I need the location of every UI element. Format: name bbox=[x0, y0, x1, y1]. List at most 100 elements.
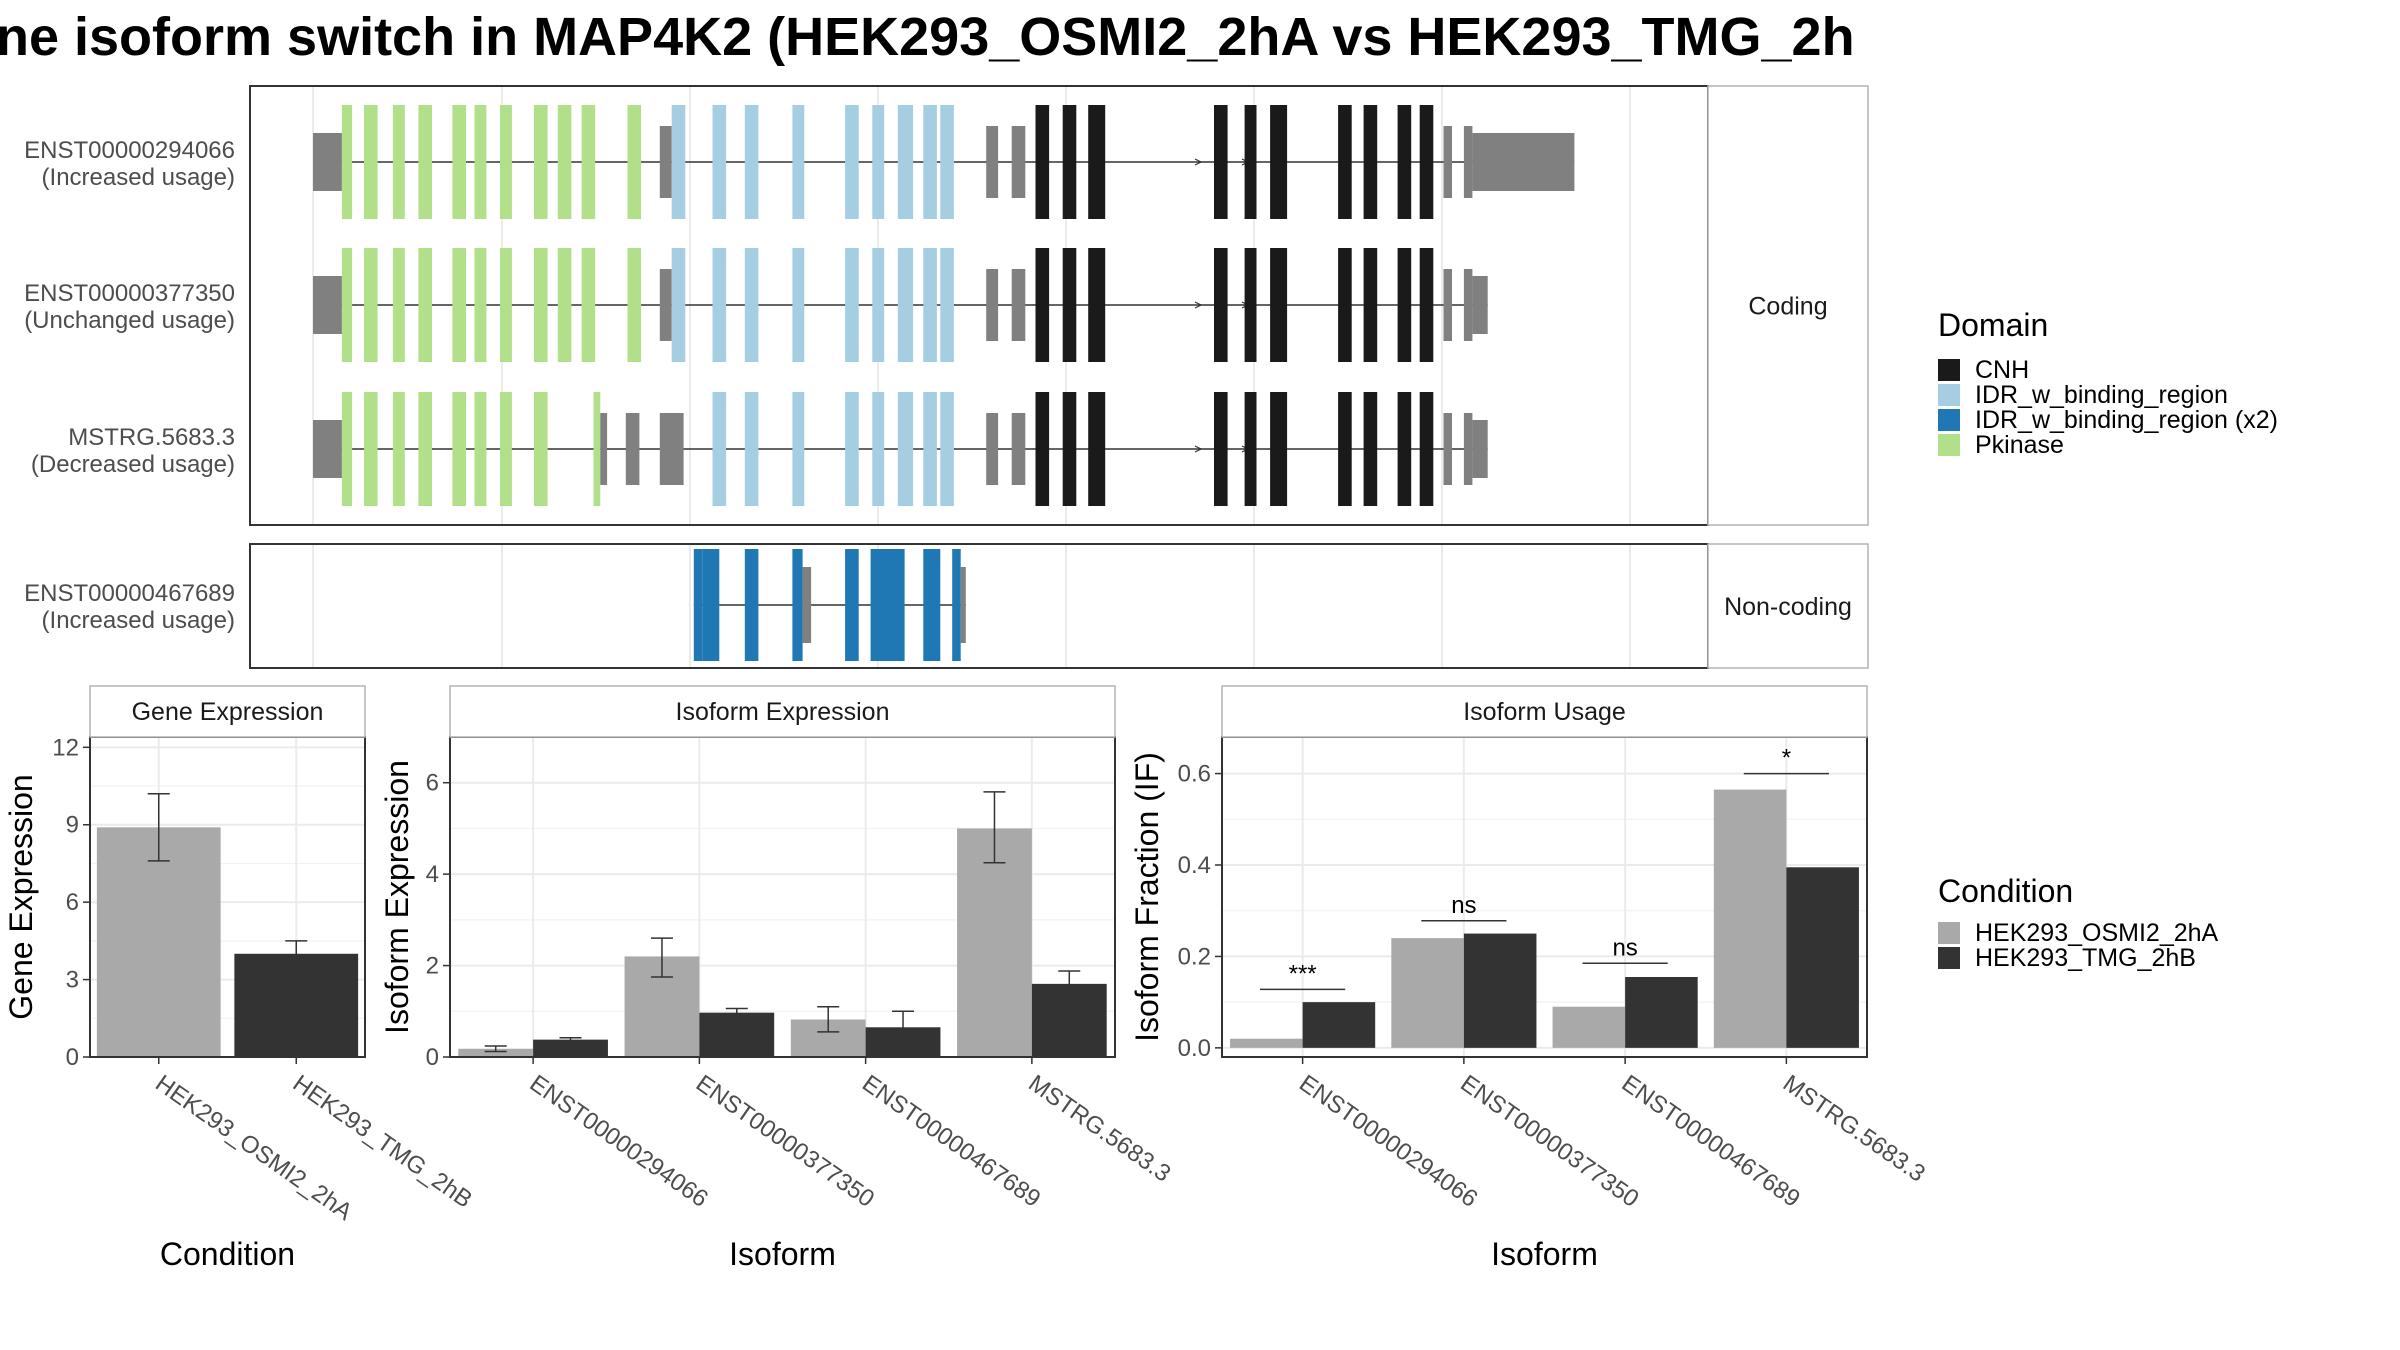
exon-pkinase bbox=[341, 392, 353, 506]
exon-idr-w-binding-region bbox=[671, 105, 686, 219]
figure-title: ne isoform switch in MAP4K2 (HEK293_OSMI… bbox=[0, 7, 1855, 67]
exon-utr bbox=[625, 413, 640, 485]
exon-idr-w-binding-region bbox=[712, 248, 727, 362]
exon-utr bbox=[1443, 126, 1452, 198]
exon-cnh bbox=[1244, 105, 1257, 219]
y-tick-label: 0.6 bbox=[1178, 761, 1211, 788]
facet-strip bbox=[449, 685, 1116, 738]
facet-strip bbox=[1707, 85, 1869, 526]
x-tick-label: ENST00000377350 bbox=[1455, 1070, 1643, 1213]
exon-cnh bbox=[1270, 248, 1288, 362]
exon-pkinase bbox=[627, 248, 642, 362]
exon-cnh bbox=[1397, 392, 1412, 506]
y-tick-label: 0.0 bbox=[1178, 1035, 1211, 1062]
exon-idr-w-binding-region-x2- bbox=[693, 549, 703, 661]
facet-strip bbox=[1707, 543, 1869, 669]
exon-utr bbox=[313, 133, 342, 191]
exon-pkinase bbox=[392, 392, 405, 506]
exon-utr bbox=[1472, 276, 1488, 334]
exon-cnh bbox=[1419, 105, 1434, 219]
legend-key-label: IDR_w_binding_region (x2) bbox=[1975, 406, 2278, 434]
transcript-id-label: ENST00000467689 bbox=[24, 580, 235, 607]
significance-label: *** bbox=[1289, 960, 1317, 987]
bar bbox=[1713, 789, 1787, 1048]
exon-pkinase bbox=[627, 105, 642, 219]
exon-pkinase bbox=[534, 105, 548, 219]
exon-cnh bbox=[1363, 248, 1378, 362]
exon-cnh bbox=[1338, 105, 1352, 219]
isoform-expression-chart: 0 2 4 6 ENST00000294066ENST00000377350ENST00… bbox=[379, 685, 1176, 1272]
y-tick-label: 0.2 bbox=[1178, 943, 1211, 970]
transcript-id-label: MSTRG.5683.3 bbox=[68, 424, 235, 451]
exon-idr-w-binding-region bbox=[940, 248, 954, 362]
exon-cnh bbox=[1338, 392, 1352, 506]
transcript-usage-note: (Unchanged usage) bbox=[24, 307, 235, 334]
exon-pkinase bbox=[418, 392, 432, 506]
legend-key-swatch bbox=[1938, 434, 1960, 456]
y-axis-title: Isoform Expression bbox=[379, 760, 415, 1034]
exon-cnh bbox=[1397, 105, 1412, 219]
exon-utr bbox=[1011, 126, 1026, 198]
x-tick-label: ENST00000467689 bbox=[1617, 1070, 1805, 1213]
exon-idr-w-binding-region bbox=[897, 392, 914, 506]
bar bbox=[1552, 1006, 1626, 1048]
significance-label: * bbox=[1782, 745, 1791, 772]
exon-utr bbox=[313, 420, 342, 478]
x-axis-title: Isoform bbox=[729, 1236, 836, 1272]
exon-utr bbox=[986, 269, 999, 341]
exon-pkinase bbox=[341, 248, 353, 362]
exon-cnh bbox=[1244, 392, 1257, 506]
legend-key-swatch bbox=[1938, 922, 1960, 944]
exon-idr-w-binding-region-x2- bbox=[952, 549, 961, 661]
exon-utr bbox=[802, 567, 812, 643]
exon-pkinase bbox=[474, 392, 487, 506]
exon-idr-w-binding-region bbox=[872, 105, 885, 219]
transcript-usage-note: (Decreased usage) bbox=[31, 451, 235, 478]
bar bbox=[1302, 1002, 1376, 1048]
y-tick-label: 0.4 bbox=[1178, 852, 1211, 879]
exon-idr-w-binding-region-x2- bbox=[702, 549, 720, 661]
domain-legend-title: Domain bbox=[1938, 307, 2048, 343]
chart-title: Isoform Expression bbox=[676, 698, 890, 726]
exon-cnh bbox=[1035, 392, 1050, 506]
exon-idr-w-binding-region bbox=[845, 392, 859, 506]
exon-idr-w-binding-region bbox=[923, 105, 937, 219]
exon-cnh bbox=[1270, 392, 1288, 506]
exon-idr-w-binding-region bbox=[940, 105, 954, 219]
exon-pkinase bbox=[474, 248, 487, 362]
bar bbox=[533, 1039, 608, 1057]
exon-cnh bbox=[1363, 105, 1378, 219]
exon-utr bbox=[659, 413, 684, 485]
facet-strip-label: Non-coding bbox=[1724, 593, 1852, 621]
exon-idr-w-binding-region-x2- bbox=[923, 549, 941, 661]
exon-cnh bbox=[1035, 248, 1050, 362]
bar bbox=[1463, 933, 1537, 1048]
x-tick-label: ENST00000467689 bbox=[857, 1070, 1045, 1213]
exon-pkinase bbox=[418, 105, 432, 219]
exon-utr bbox=[1472, 133, 1575, 191]
legend-key-swatch bbox=[1938, 384, 1960, 406]
exon-pkinase bbox=[557, 105, 572, 219]
exon-cnh bbox=[1062, 105, 1077, 219]
legend-key-label: CNH bbox=[1975, 356, 2029, 384]
x-tick-label: ENST00000377350 bbox=[691, 1070, 879, 1213]
exon-cnh bbox=[1363, 392, 1378, 506]
legend-key-label: IDR_w_binding_region bbox=[1975, 381, 2228, 409]
exon-idr-w-binding-region bbox=[897, 105, 914, 219]
exon-utr bbox=[659, 269, 672, 341]
exon-idr-w-binding-region-x2- bbox=[792, 549, 803, 661]
condition-legend-title: Condition bbox=[1938, 873, 2073, 909]
y-tick-label: 12 bbox=[52, 734, 79, 761]
bar bbox=[1625, 977, 1698, 1048]
transcript-usage-note: (Increased usage) bbox=[42, 164, 235, 191]
exon-utr bbox=[1443, 413, 1452, 485]
x-axis-title: Condition bbox=[160, 1236, 295, 1272]
exon-idr-w-binding-region bbox=[923, 392, 937, 506]
exon-pkinase bbox=[474, 105, 487, 219]
exon-idr-w-binding-region bbox=[744, 105, 759, 219]
exon-pkinase bbox=[534, 248, 548, 362]
exon-pkinase bbox=[452, 392, 466, 506]
exon-utr bbox=[986, 413, 999, 485]
domain-legend: Domain CNHIDR_w_binding_regionIDR_w_bindi… bbox=[1938, 307, 2278, 459]
exon-pkinase bbox=[500, 105, 512, 219]
